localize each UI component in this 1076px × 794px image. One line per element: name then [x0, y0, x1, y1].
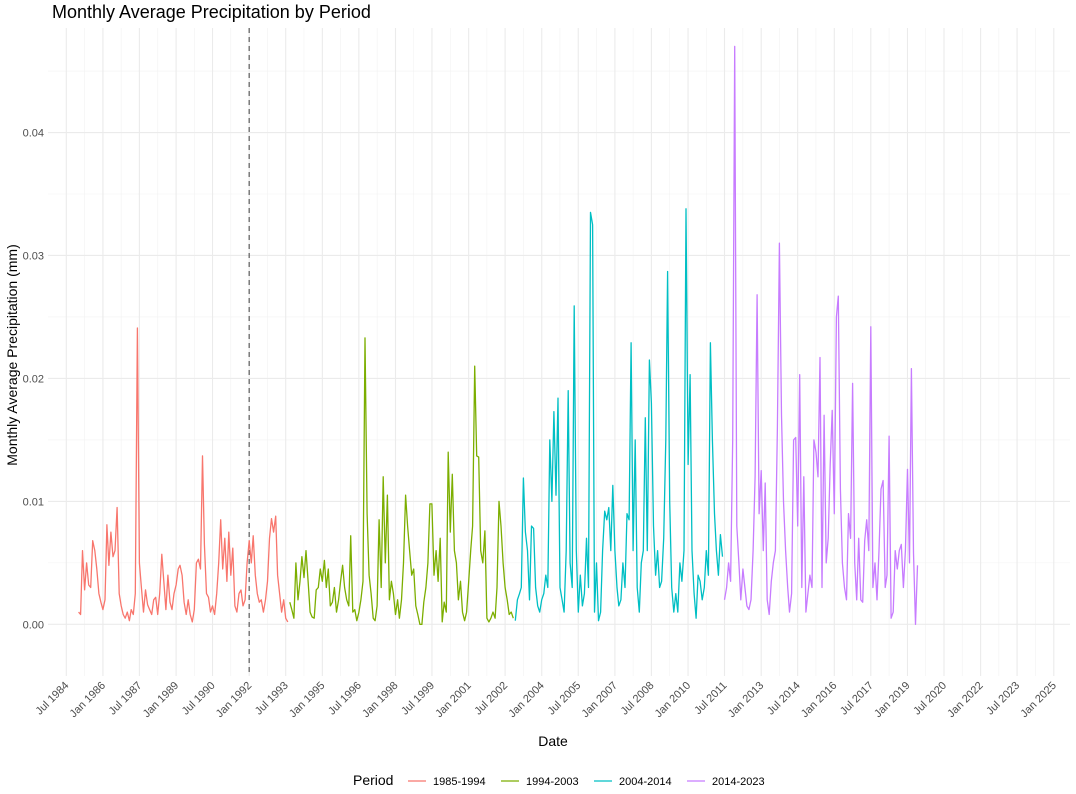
x-tick-label: Jan 2007	[580, 680, 620, 720]
series-line-1994-2003	[289, 337, 514, 626]
legend-label: 2014-2023	[712, 776, 765, 788]
x-tick-label: Jul 1990	[180, 680, 218, 718]
y-tick-label: 0.00	[23, 619, 44, 631]
y-tick-label: 0.03	[23, 250, 44, 262]
x-tick-label: Jul 1993	[253, 680, 291, 718]
grid-lines	[48, 28, 1070, 676]
x-tick-label: Jan 2010	[653, 680, 693, 720]
x-tick-label: Jan 2016	[799, 680, 839, 720]
x-tick-label: Jan 1989	[141, 680, 181, 720]
x-tick-label: Jul 2011	[692, 680, 729, 717]
x-tick-label: Jan 2004	[506, 680, 546, 720]
legend-title: Period	[353, 772, 393, 788]
x-tick-label: Jan 2025	[1018, 680, 1058, 720]
legend-item: 1985-1994	[408, 776, 486, 788]
legend-label: 1985-1994	[433, 776, 486, 788]
y-tick-labels: 0.00 0.01 0.02 0.03 0.04	[23, 128, 44, 632]
legend-item: 2014-2023	[687, 776, 765, 788]
x-tick-label: Jul 2005	[545, 680, 583, 718]
series-line-2004-2014	[514, 208, 724, 622]
x-tick-label: Jul 2014	[765, 680, 803, 718]
series-line-1985-1994	[78, 327, 289, 623]
x-tick-label: Jul 1987	[107, 680, 145, 718]
y-tick-label: 0.04	[23, 128, 44, 140]
legend: Period 1985-1994 1994-2003 2004-2014 2014-2…	[353, 772, 765, 788]
x-axis-title: Date	[538, 733, 568, 749]
x-tick-label: Jul 2017	[838, 680, 876, 718]
x-tick-label: Jul 1996	[326, 680, 364, 718]
legend-item: 2004-2014	[594, 776, 672, 788]
legend-label: 1994-2003	[526, 776, 579, 788]
x-tick-label: Jul 2023	[984, 680, 1022, 718]
x-tick-label: Jan 2001	[433, 680, 473, 720]
x-tick-label: Jan 1986	[68, 680, 108, 720]
x-tick-label: Jul 1984	[34, 680, 72, 718]
y-tick-label: 0.02	[23, 373, 44, 385]
x-tick-label: Jul 1999	[399, 680, 437, 718]
series-lines	[78, 45, 919, 626]
series-line-2014-2023	[723, 45, 919, 626]
legend-item: 1994-2003	[501, 776, 579, 788]
x-tick-label: Jul 2002	[472, 680, 510, 718]
y-tick-label: 0.01	[23, 496, 44, 508]
chart-title: Monthly Average Precipitation by Period	[52, 2, 371, 22]
x-tick-label: Jul 2008	[619, 680, 657, 718]
x-tick-label: Jan 2019	[872, 680, 912, 720]
y-axis-title: Monthly Average Precipitation (mm)	[4, 244, 20, 466]
x-tick-label: Jul 2020	[911, 680, 949, 718]
x-tick-label: Jan 2022	[945, 680, 985, 720]
x-tick-label: Jan 1995	[287, 680, 327, 720]
legend-label: 2004-2014	[619, 776, 672, 788]
x-tick-label: Jan 1992	[214, 680, 254, 720]
legend-items: 1985-1994 1994-2003 2004-2014 2014-2023	[408, 776, 765, 788]
x-tick-label: Jan 2013	[726, 680, 766, 720]
x-tick-label: Jan 1998	[360, 680, 400, 720]
